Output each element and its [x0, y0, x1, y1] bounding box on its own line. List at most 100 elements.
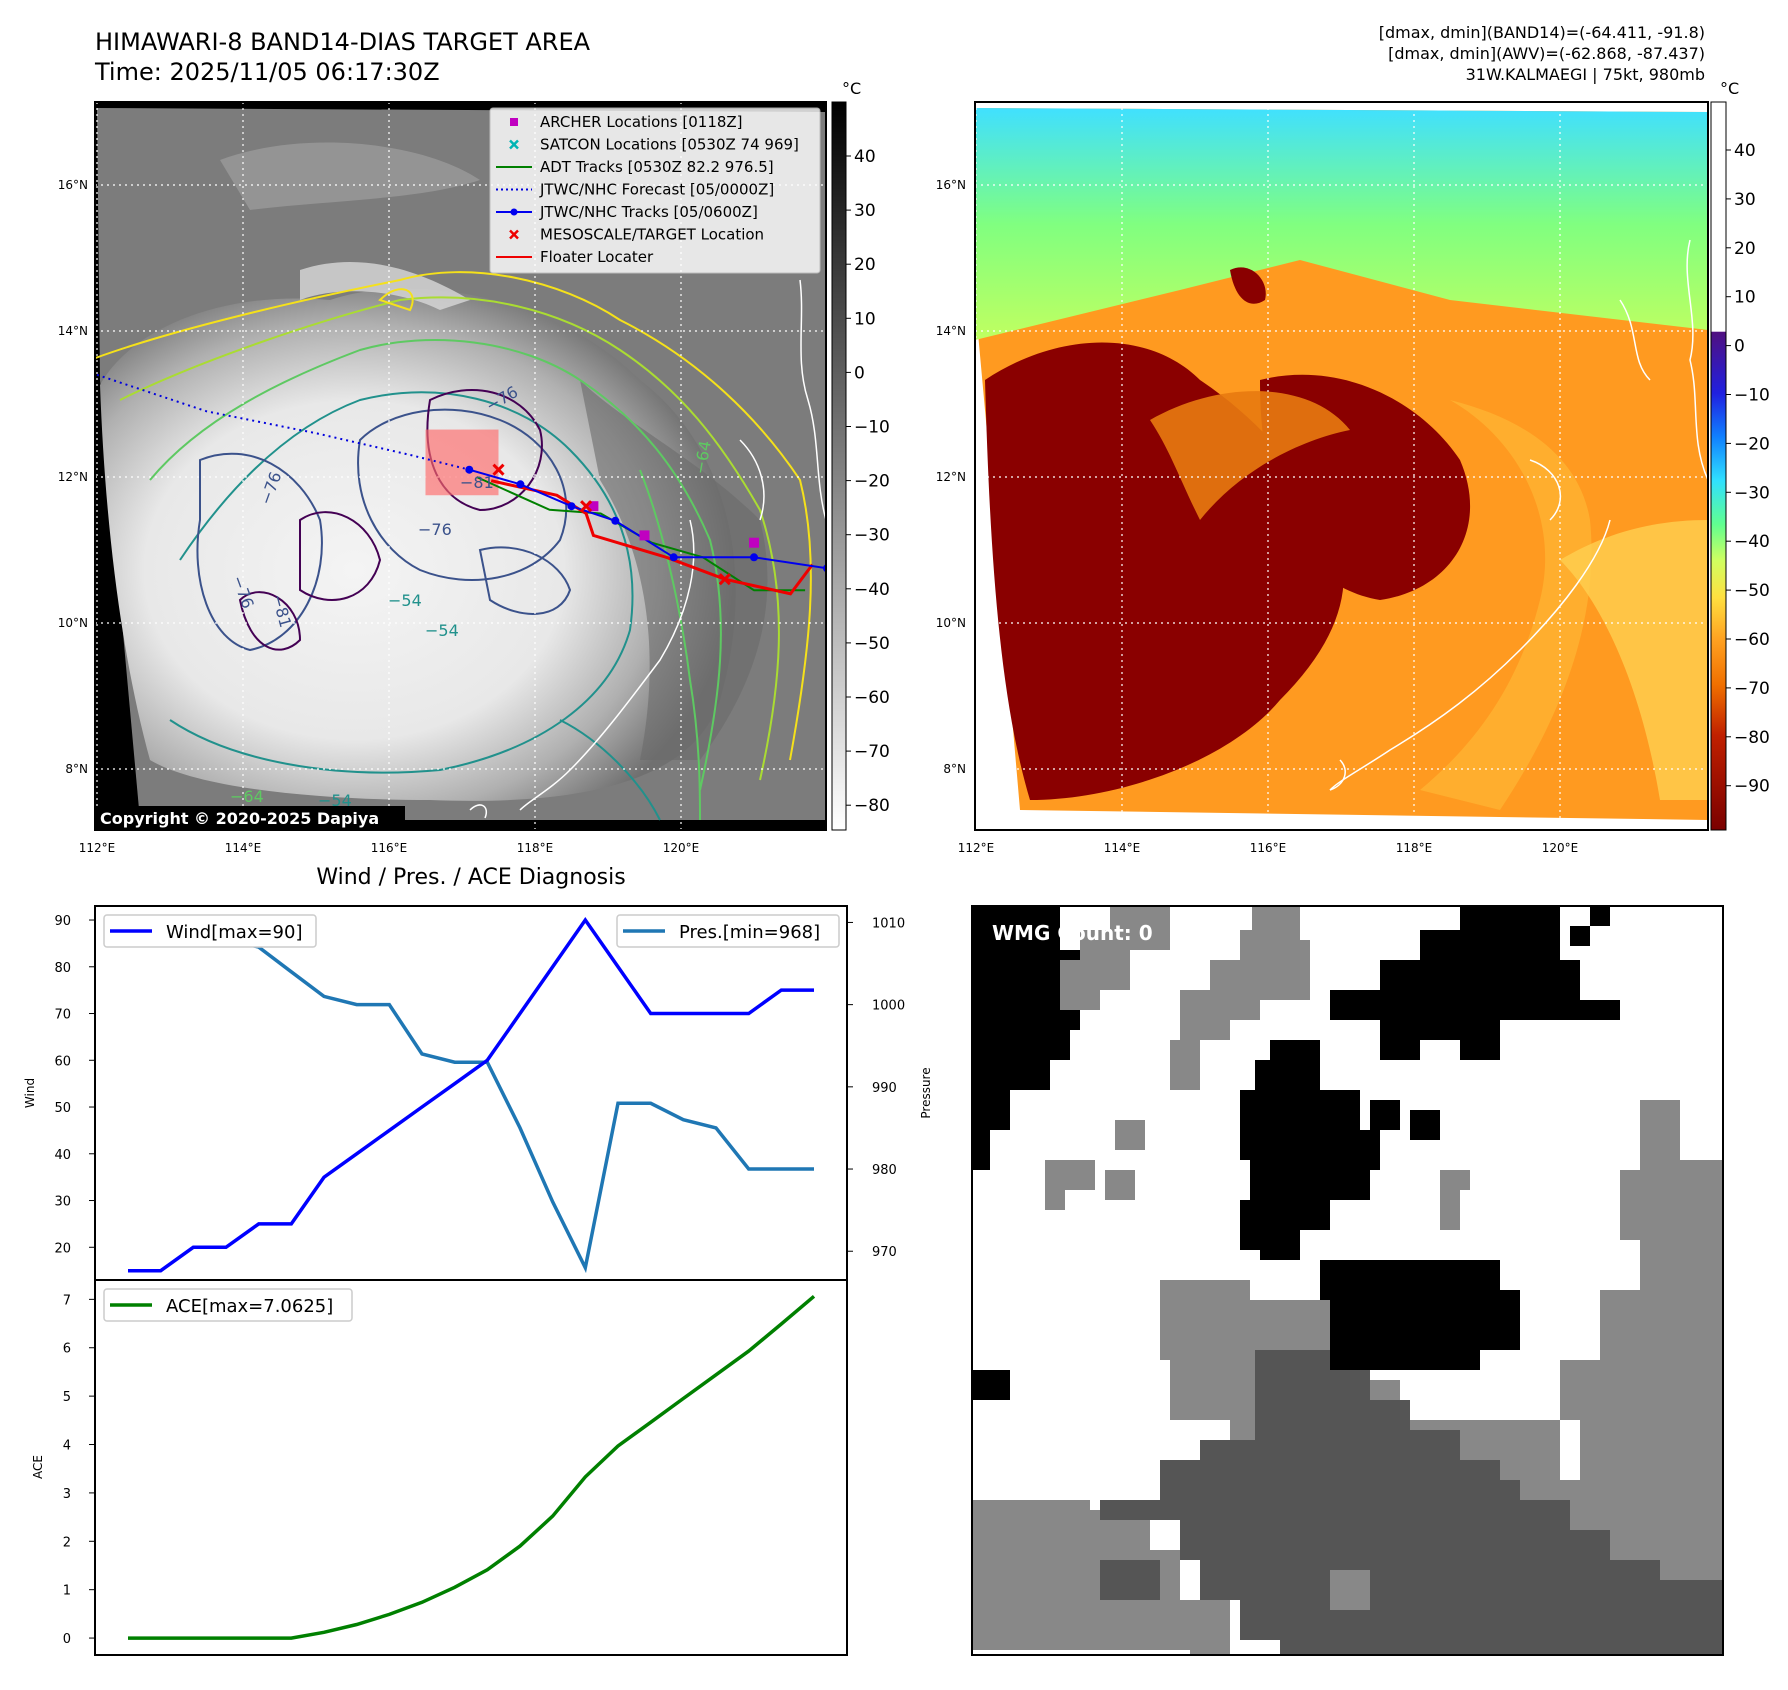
copyright: Copyright © 2020-2025 Dapiya — [100, 809, 379, 828]
jtwc-track-points — [465, 465, 826, 573]
lon-tick-label: 114°E — [225, 841, 262, 855]
jtwc-track-point — [611, 516, 620, 525]
lon-tick-label: 114°E — [1104, 841, 1141, 855]
wind-tick-label: 20 — [54, 1241, 71, 1256]
legend-label: JTWC/NHC Forecast [05/0000Z] — [539, 181, 774, 199]
legend-label: ARCHER Locations [0118Z] — [540, 113, 743, 131]
jtwc-track-point — [750, 553, 758, 562]
ace-tick-label: 6 — [63, 1342, 71, 1357]
ace-series-line — [128, 1294, 816, 1640]
awv-map-frame — [974, 101, 1709, 831]
wind-legend: Wind[max=90] — [103, 914, 317, 948]
awv-coastlines — [1329, 239, 1708, 791]
lon-tick-label: 116°E — [1250, 841, 1287, 855]
colorbar-tick-label: −30 — [854, 526, 890, 546]
lat-tick-label: 16°N — [936, 178, 966, 192]
figure-time: Time: 2025/11/05 06:17:30Z — [94, 58, 440, 86]
lon-tick-label: 118°E — [517, 841, 554, 855]
lat-tick-label: 12°N — [936, 470, 966, 484]
awv-colorbar-unit: °C — [1720, 79, 1739, 98]
lat-tick-label: 14°N — [936, 324, 966, 338]
wind-tick-label: 90 — [54, 914, 71, 929]
contour-label: −64 — [230, 787, 264, 806]
colorbar-tick-label: −10 — [854, 418, 890, 438]
pressure-axis-label: Pressure — [919, 1067, 933, 1118]
target-point — [580, 500, 593, 513]
colorbar-tick-label: −90 — [1734, 777, 1770, 797]
legend-item: ARCHER Locations [0118Z] — [510, 113, 743, 131]
jtwc-track-point — [669, 553, 678, 562]
colorbar-tick-label: −70 — [1734, 679, 1770, 699]
awv-dry-region — [975, 108, 1708, 340]
lon-tick-label: 120°E — [1542, 841, 1579, 855]
legend-swatch — [509, 139, 519, 150]
pressure-tick-label: 980 — [872, 1163, 897, 1178]
colorbar-tick-label: 30 — [1734, 190, 1756, 210]
lon-tick-label: 118°E — [1396, 841, 1433, 855]
ace-tick-label: 4 — [63, 1439, 71, 1454]
ir-colorbar: °C 40 30 20 10 0 −10 −20 −30 −40 −50 −60 −70 −80 — [831, 79, 890, 831]
target-points — [492, 463, 731, 586]
wind-legend-label: Wind[max=90] — [166, 922, 303, 943]
colorbar-tick-label: −10 — [1734, 386, 1770, 406]
colorbar-tick-label: 30 — [854, 201, 876, 221]
lon-tick-label: 112°E — [79, 841, 116, 855]
colorbar-tick-label: −20 — [854, 472, 890, 492]
contour-label: −54 — [425, 621, 459, 640]
colorbar-tick-label: 40 — [854, 147, 876, 167]
legend-item: ADT Tracks [0530Z 82.2 976.5] — [496, 158, 774, 176]
ace-tick-label: 1 — [63, 1584, 71, 1599]
wind-axis: 90 80 70 60 50 40 30 20 — [54, 914, 95, 1256]
ace-legend: ACE[max=7.0625] — [103, 1288, 353, 1322]
diagnosis-title: Wind / Pres. / ACE Diagnosis — [316, 865, 625, 890]
target-box — [425, 429, 499, 496]
lat-tick-label: 12°N — [58, 470, 88, 484]
awv-colorbar: °C 40 30 20 10 0 −10 −20 −30 −40 −50 −60 −70 −80 −90 — [1710, 79, 1770, 831]
ir-lon-ticks: 112°E 114°E 116°E 118°E 120°E — [79, 841, 700, 855]
wind-tick-label: 40 — [54, 1148, 71, 1163]
legend-item: JTWC/NHC Tracks [05/0600Z] — [496, 203, 758, 221]
legend-item: SATCON Locations [0530Z 74 969] — [509, 136, 799, 154]
ir-map-frame — [94, 101, 827, 831]
wind-series-line — [128, 916, 814, 1273]
legend-swatch — [510, 118, 518, 126]
target-point — [492, 463, 505, 476]
colorbar-tick-label: 0 — [854, 363, 865, 383]
contour-label: −76 — [418, 520, 452, 539]
legend-swatch — [509, 229, 519, 240]
ace-chart: 7 6 5 4 3 2 1 0 ACE ACE[max=7.0625] — [31, 1279, 848, 1656]
colorbar-tick-label: 10 — [854, 309, 876, 329]
wmg-dark-cloud — [1100, 1350, 1723, 1655]
ir-coastlines — [469, 279, 826, 819]
archer-point — [588, 501, 599, 512]
floater-track — [490, 479, 814, 596]
info-storm: 31W.KALMAEGI | 75kt, 980mb — [1466, 65, 1705, 84]
ir-lat-ticks: 16°N 14°N 12°N 10°N 8°N — [58, 178, 88, 776]
wind-tick-label: 70 — [54, 1008, 71, 1023]
info-awv: [dmax, dmin](AWV)=(-62.868, -87.437) — [1388, 44, 1705, 63]
legend-label: JTWC/NHC Tracks [05/0600Z] — [539, 203, 758, 221]
legend-item: Floater Locater — [496, 248, 654, 266]
colorbar-tick-label: −50 — [1734, 581, 1770, 601]
legend-label: Floater Locater — [540, 248, 654, 266]
awv-lat-ticks: 16°N 14°N 12°N 10°N 8°N — [936, 178, 966, 776]
colorbar-tick-label: 40 — [1734, 141, 1756, 161]
colorbar-tick-label: −40 — [854, 580, 890, 600]
lon-tick-label: 120°E — [663, 841, 700, 855]
colorbar-tick-label: −50 — [854, 634, 890, 654]
ir-contour-labels: −76 −76 −76 −81 −81 −76 −54 −54 −64 −64 … — [228, 382, 715, 810]
lat-tick-label: 16°N — [58, 178, 88, 192]
colorbar-tick-label: −60 — [854, 688, 890, 708]
wmg-panel: WMG Count: 0 — [971, 905, 1724, 1656]
legend-label: ADT Tracks [0530Z 82.2 976.5] — [540, 158, 774, 176]
colorbar-tick-label: 0 — [1734, 337, 1745, 357]
wind-tick-label: 60 — [54, 1054, 71, 1069]
pressure-legend-label: Pres.[min=968] — [679, 922, 820, 943]
contour-label: −81 — [460, 473, 494, 492]
wmg-count: WMG Count: 0 — [992, 921, 1153, 945]
info-band14: [dmax, dmin](BAND14)=(-64.411, -91.8) — [1379, 23, 1705, 42]
copyright-box — [95, 806, 405, 830]
wmg-cold-cloud — [972, 906, 1620, 1400]
